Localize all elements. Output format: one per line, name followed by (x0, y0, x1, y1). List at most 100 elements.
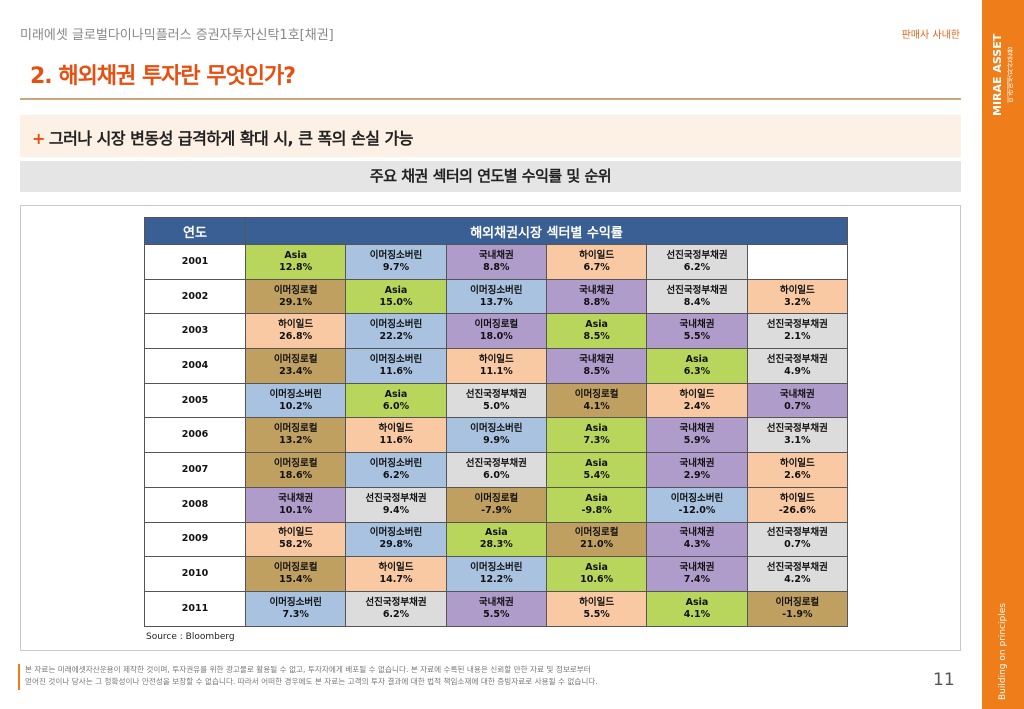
sector-return-cell: 이머징로컬 21.0% (545, 521, 648, 558)
sector-name: 선진국정부채권 (766, 423, 828, 435)
table-row: 2003 하이일드 26.8% 이머징소버린 22.2% 이머징로컬 18.0% Asia 8.… (144, 313, 849, 350)
sector-name: 이머징소버린 (470, 423, 523, 435)
sector-return-cell: 하이일드 2.6% (746, 452, 849, 488)
year-cell: 2011 (144, 590, 246, 627)
sector-return-cell: 하이일드 6.7% (545, 244, 648, 280)
table-body: 2001 Asia 12.8% 이머징소버린 9.7% 국내채권 8.8% 하이일드 6.7% 선… (144, 244, 849, 627)
return-value: -26.6% (778, 504, 816, 516)
sector-return-cell: 이머징소버린 9.7% (345, 244, 447, 280)
return-value: 7.3% (282, 608, 309, 620)
return-value: -1.9% (782, 608, 813, 620)
sector-name: 이머징로컬 (474, 319, 519, 331)
return-value: 10.2% (279, 400, 313, 412)
sector-name: Asia (585, 457, 608, 469)
table-row: 2006 이머징로컬 13.2% 하이일드 11.6% 이머징소버린 9.9% Asia 7.3… (144, 417, 849, 454)
year-cell: 2006 (144, 417, 246, 454)
sector-return-cell: 하이일드 -26.6% (746, 486, 849, 523)
sector-name: 선진국정부채권 (766, 527, 828, 539)
sector-name: Asia (685, 353, 709, 365)
sector-return-cell: 하이일드 11.1% (445, 348, 547, 384)
sector-return-cell: 하이일드 14.7% (345, 556, 447, 592)
sector-return-cell: 하이일드 3.2% (746, 278, 849, 315)
sector-return-cell: 국내채권 0.7% (746, 382, 849, 419)
sector-name: Asia (585, 423, 608, 435)
sector-name: 이머징소버린 (369, 527, 423, 539)
sector-name: 이머징로컬 (574, 527, 619, 539)
sector-return-cell: 선진국정부채권 4.9% (746, 348, 849, 384)
return-value: 6.0% (382, 400, 410, 412)
brand-sidebar (982, 0, 1024, 709)
sector-returns-table: 연도 해외채권시장 섹터별 수익률 2001 Asia 12.8% 이머징소버린 9.7… (144, 217, 849, 627)
disclaimer: 본 자료는 미래에셋자산운용이 제작한 것이며, 투자권유를 위한 광고물로 활… (25, 664, 598, 688)
return-value: 13.7% (479, 296, 513, 308)
return-value: 14.7% (379, 574, 413, 586)
sector-name: 하이일드 (378, 562, 414, 574)
sector-name: 이머징로컬 (775, 596, 820, 608)
sector-return-cell: 이머징로컬 -1.9% (746, 590, 849, 627)
sector-name: 국내채권 (779, 388, 815, 400)
sector-return-cell: 국내채권 8.8% (445, 244, 547, 280)
sector-return-cell: 이머징로컬 13.2% (244, 417, 347, 454)
return-value: 3.1% (784, 435, 811, 447)
return-value: 11.1% (479, 365, 513, 377)
sector-return-cell: 국내채권 2.9% (646, 452, 748, 488)
sector-return-cell: 하이일드 2.4% (646, 382, 748, 419)
subheading-text: 그러나 시장 변동성 급격하게 확대 시, 큰 폭의 손실 가능 (48, 129, 414, 148)
sector-return-cell: 선진국정부채권 3.1% (746, 417, 849, 454)
sector-name: 이머징로컬 (273, 457, 318, 469)
sector-name: 하이일드 (278, 527, 314, 539)
return-value: 22.2% (379, 331, 413, 343)
return-value: -7.9% (481, 504, 512, 516)
disclaimer-line-2: 얻어진 것이나 당사는 그 정확성이나 안전성을 보장할 수 없습니다. 따라서… (25, 677, 598, 686)
year-cell: 2008 (144, 486, 246, 523)
sector-name: 이머징소버린 (670, 492, 724, 504)
return-value: 13.2% (279, 435, 313, 447)
subheading: + 그러나 시장 변동성 급격하게 확대 시, 큰 폭의 손실 가능 (20, 115, 961, 157)
sector-name: 이머징소버린 (369, 319, 423, 331)
table-row: 2007 이머징로컬 18.6% 이머징소버린 6.2% 선진국정부채권 6.0% Asia 5… (144, 452, 849, 488)
return-value: 12.8% (279, 261, 313, 273)
table-header-row: 연도 해외채권시장 섹터별 수익률 (144, 217, 848, 245)
document-title: 미래에셋 글로벌다이나믹플러스 증권자투자신탁1호[채권] (20, 28, 334, 43)
return-value: 5.5% (483, 608, 510, 620)
return-value: -9.8% (581, 504, 612, 516)
sector-return-cell: 선진국정부채권 2.1% (746, 313, 849, 350)
sector-name: Asia (585, 319, 608, 331)
year-cell: 2002 (144, 278, 246, 315)
return-value: 7.3% (583, 435, 610, 447)
table-row: 2008 국내채권 10.1% 선진국정부채권 9.4% 이머징로컬 -7.9% Asia -9… (144, 486, 849, 523)
table-row: 2005 이머징소버린 10.2% Asia 6.0% 선진국정부채권 5.0% 이머징로컬 4… (144, 382, 849, 419)
return-value: 12.2% (479, 574, 513, 586)
sector-return-cell: Asia 12.8% (244, 244, 347, 280)
sector-name: 이머징소버린 (470, 284, 523, 296)
sector-return-cell: 이머징로컬 4.1% (545, 382, 648, 419)
sector-return-cell: Asia 6.3% (646, 348, 748, 384)
return-value: 3.2% (784, 296, 811, 308)
sector-return-cell: 선진국정부채권 6.2% (345, 590, 447, 627)
sector-return-cell (746, 244, 849, 280)
sector-return-cell: 선진국정부채권 5.0% (445, 382, 547, 419)
sector-name: 국내채권 (579, 284, 615, 296)
sector-name: 국내채권 (278, 492, 314, 504)
return-value: 8.4% (683, 296, 711, 308)
return-value: 5.0% (483, 400, 510, 412)
return-value: 21.0% (580, 539, 614, 551)
sector-name: 선진국정부채권 (465, 457, 527, 469)
sector-name: 선진국정부채권 (365, 596, 427, 608)
sector-name: 선진국정부채권 (465, 388, 527, 400)
sector-return-cell: 선진국정부채권 6.2% (646, 244, 748, 280)
sector-return-cell: Asia 6.0% (345, 382, 447, 419)
return-value: 8.5% (583, 331, 610, 343)
mirae-asset-logo: MIRAE ASSET 미래에셋자산운용 (991, 30, 1018, 120)
year-cell: 2010 (144, 556, 246, 592)
table-row: 2009 하이일드 58.2% 이머징소버린 29.8% Asia 28.3% 이머징로컬 21… (144, 521, 849, 558)
logo-subtext: 미래에셋자산운용 (1006, 47, 1014, 103)
brand-tagline: Building on principles (998, 603, 1008, 700)
return-value: 26.8% (279, 331, 313, 343)
return-value: 4.1% (583, 400, 610, 412)
sector-name: 선진국정부채권 (666, 284, 728, 296)
sector-name: 하이일드 (779, 457, 815, 469)
return-value: 6.2% (382, 608, 410, 620)
sector-return-cell: 국내채권 8.5% (545, 348, 648, 384)
sector-return-cell: 하이일드 58.2% (244, 521, 347, 558)
